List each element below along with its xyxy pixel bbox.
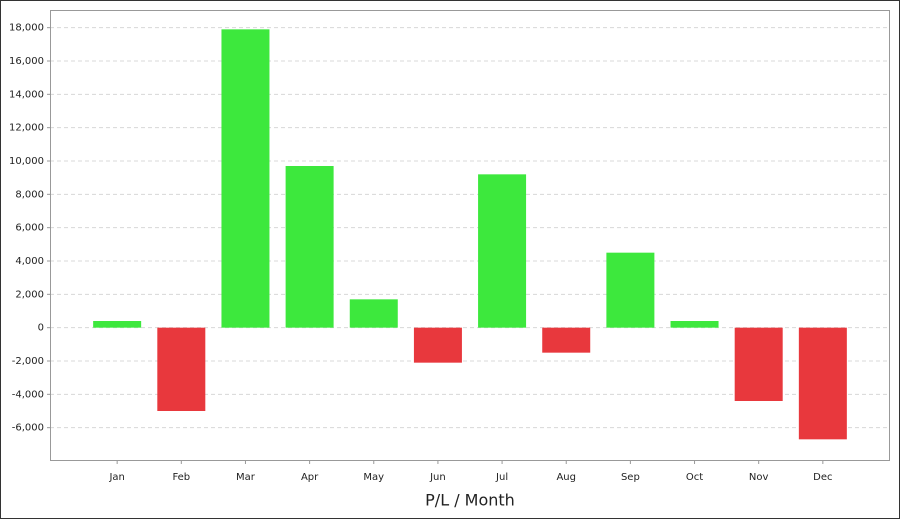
y-tick-label: 4,000: [15, 256, 44, 267]
x-tick-label: Oct: [686, 472, 703, 483]
bar: [349, 299, 398, 328]
bar: [285, 166, 334, 328]
y-tick-label: 8,000: [15, 189, 44, 200]
bar: [478, 174, 527, 328]
y-tick-label: 14,000: [9, 89, 44, 100]
y-tick-label: 10,000: [9, 156, 44, 167]
x-tick-label: Jul: [495, 472, 508, 483]
x-tick-label: Dec: [813, 472, 832, 483]
x-tick-label: Mar: [236, 472, 256, 483]
bars: [93, 29, 847, 440]
x-tick-label: Jun: [429, 472, 446, 483]
x-tick-label: Aug: [556, 472, 576, 483]
y-tick-label: 12,000: [9, 123, 44, 134]
x-tick-label: Feb: [172, 472, 190, 483]
y-tick-label: 16,000: [9, 56, 44, 67]
bar: [798, 327, 847, 440]
y-tick-label: 6,000: [15, 223, 44, 234]
y-tick-label: -2,000: [12, 356, 44, 367]
bar: [670, 321, 719, 328]
y-tick-label: 18,000: [9, 23, 44, 34]
x-axis-label: P/L / Month: [425, 491, 515, 510]
y-tick-label: 2,000: [15, 289, 44, 300]
bar: [734, 327, 783, 401]
bar: [413, 327, 462, 363]
x-tick-label: Nov: [749, 472, 769, 483]
bar: [221, 29, 270, 328]
bar: [542, 327, 591, 353]
bar: [157, 327, 206, 411]
bar: [93, 321, 142, 328]
y-tick-label: -4,000: [12, 389, 44, 400]
bar: [606, 252, 655, 328]
x-tick-label: Sep: [621, 472, 640, 483]
y-tick-label: 0: [38, 323, 44, 334]
plot-frame: [50, 10, 890, 461]
x-tick-label: Jan: [108, 472, 124, 483]
x-tick-label: Apr: [301, 472, 319, 483]
y-tick-label: -6,000: [12, 423, 44, 434]
x-tick-label: May: [363, 472, 384, 483]
